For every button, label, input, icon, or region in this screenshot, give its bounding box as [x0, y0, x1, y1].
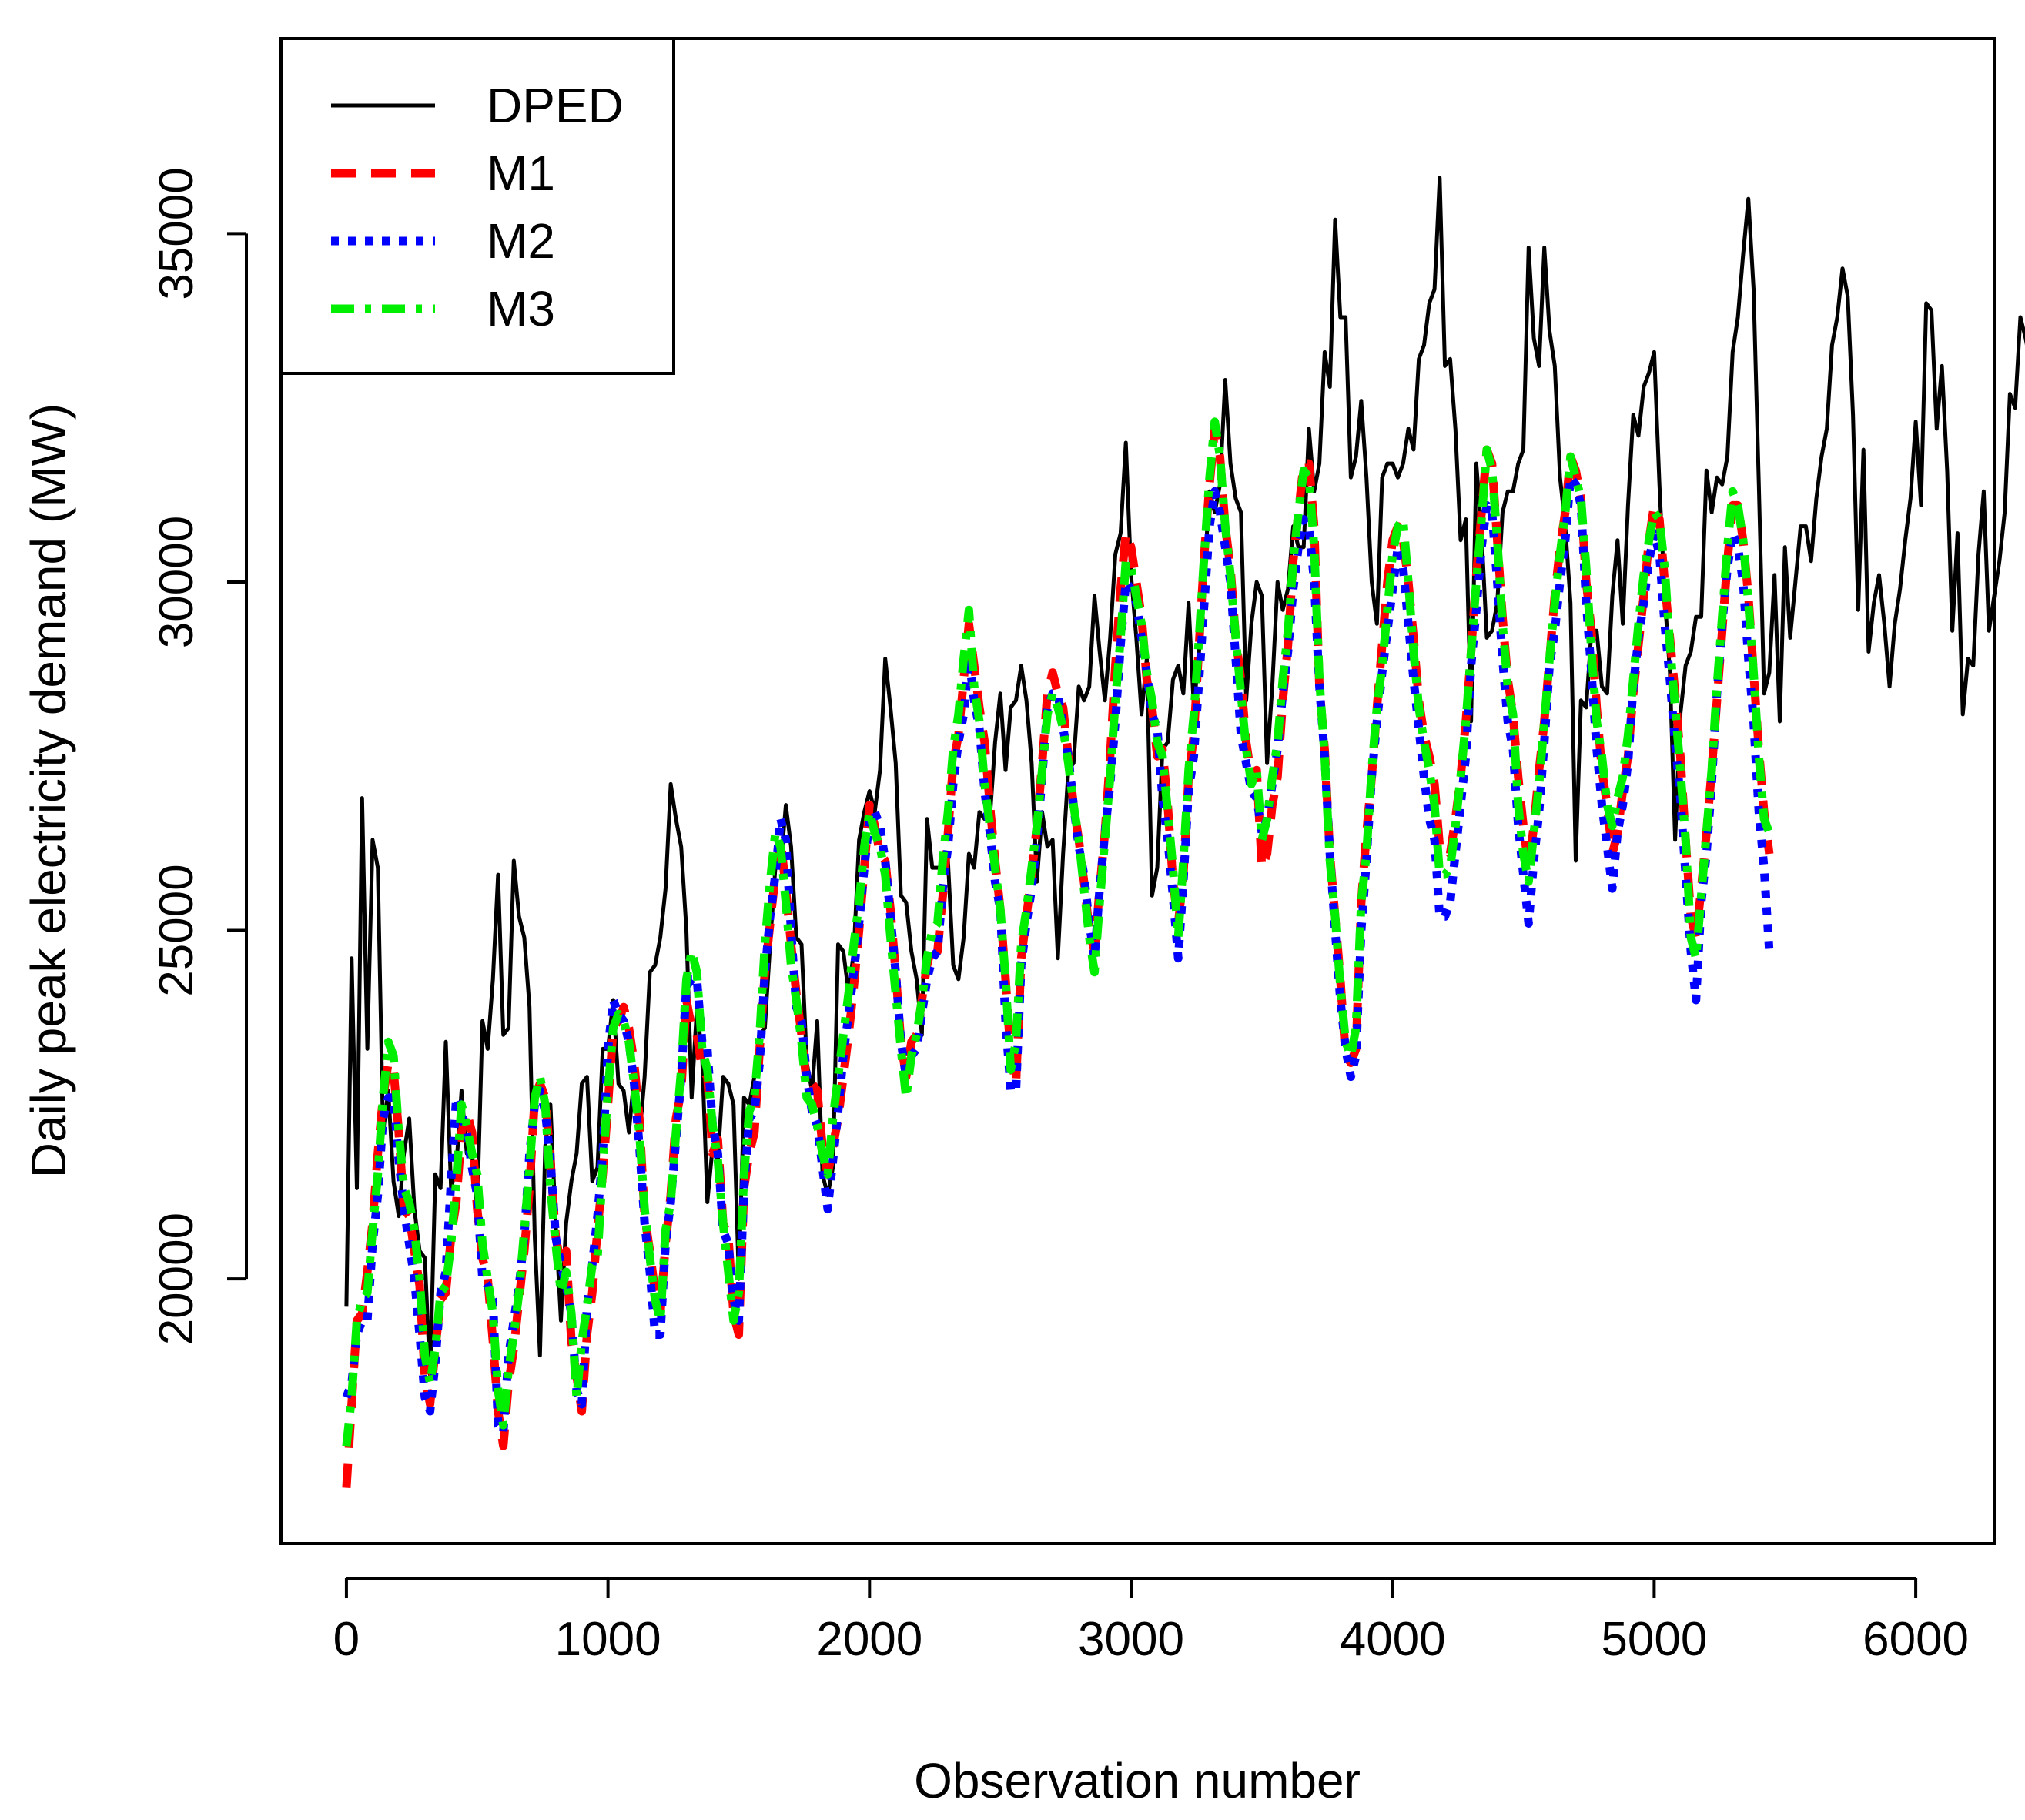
y-tick-label: 35000	[150, 167, 203, 299]
x-tick-label: 0	[333, 1613, 360, 1666]
legend: DPED M1 M2 M3	[279, 37, 675, 375]
x-tick-label: 6000	[1863, 1613, 1969, 1666]
axis-layer: 0 1000 2000 3000 4000 5000 6000 20000 25000 30000…	[150, 167, 1969, 1666]
legend-label-dped: DPED	[487, 78, 624, 133]
x-tick-label: 1000	[555, 1613, 661, 1666]
series-line-dped	[344, 176, 2025, 1379]
legend-box	[279, 37, 675, 375]
x-tick-label: 2000	[816, 1613, 922, 1666]
y-tick-label: 20000	[150, 1213, 203, 1345]
series-line-m3	[342, 417, 1774, 1447]
legend-label-m2: M2	[487, 213, 555, 269]
plot-frame	[279, 37, 1996, 1545]
x-tick-label: 4000	[1340, 1613, 1446, 1666]
x-tick-label: 5000	[1601, 1613, 1707, 1666]
y-axis-title: Daily peak electricity demand (MW)	[21, 403, 76, 1179]
y-tick-label: 30000	[150, 516, 203, 648]
legend-label-m1: M1	[487, 146, 555, 201]
legend-label-m3: M3	[487, 281, 555, 336]
x-axis-title: Observation number	[914, 1753, 1361, 1808]
legend-items: DPED M1 M2 M3	[331, 78, 624, 336]
y-tick-label: 25000	[150, 864, 203, 996]
series-layer	[342, 176, 2025, 1488]
x-tick-label: 3000	[1078, 1613, 1184, 1666]
